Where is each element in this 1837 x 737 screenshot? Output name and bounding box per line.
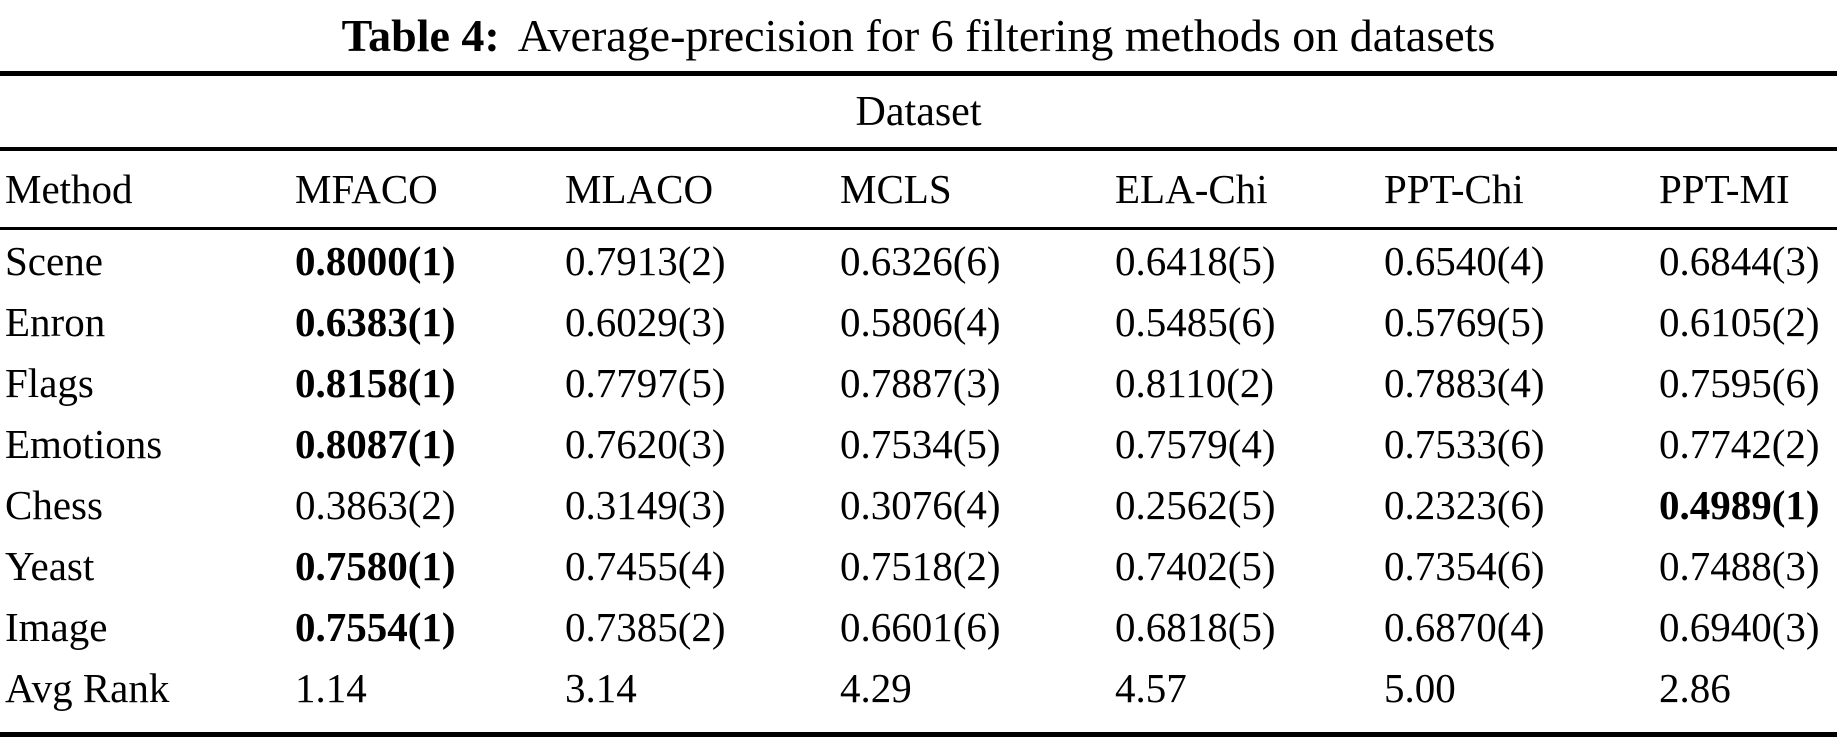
value-cell: 0.7620(3) [565, 420, 726, 467]
value-cell: 0.6383(1) [295, 298, 456, 345]
table-row: Chess 0.3863(2) 0.3149(3) 0.3076(4) 0.2562(5… [0, 474, 1837, 535]
value-cell: 0.8000(1) [295, 237, 456, 284]
value-cell: 0.6818(5) [1115, 603, 1276, 650]
value-cell: 0.7354(6) [1384, 542, 1545, 589]
column-header-mfaco: MFACO [295, 149, 565, 230]
row-label: Emotions [5, 420, 163, 467]
value-cell: 0.7533(6) [1384, 420, 1545, 467]
value-cell: 0.7385(2) [565, 603, 726, 650]
value-cell: 4.57 [1115, 664, 1187, 711]
row-label: Image [5, 603, 108, 650]
value-cell: 0.8110(2) [1115, 359, 1275, 406]
value-cell: 0.3149(3) [565, 481, 726, 528]
value-cell: 0.8087(1) [295, 420, 456, 467]
value-cell: 0.7518(2) [840, 542, 1001, 589]
table-body: Scene 0.8000(1) 0.7913(2) 0.6326(6) 0.6418(5… [0, 229, 1837, 735]
row-label: Avg Rank [5, 664, 170, 711]
value-cell: 0.7402(5) [1115, 542, 1276, 589]
table-row: Avg Rank 1.14 3.14 4.29 4.57 5.00 2.86 [0, 657, 1837, 735]
value-cell: 0.3076(4) [840, 481, 1001, 528]
dataset-group-header: Dataset [0, 73, 1837, 151]
table-row: Flags 0.8158(1) 0.7797(5) 0.7887(3) 0.8110(2… [0, 352, 1837, 413]
value-cell: 0.4989(1) [1659, 481, 1820, 528]
value-cell: 0.6601(6) [840, 603, 1001, 650]
table-row: Image 0.7554(1) 0.7385(2) 0.6601(6) 0.6818(5… [0, 596, 1837, 657]
value-cell: 0.6844(3) [1659, 237, 1820, 284]
value-cell: 0.6870(4) [1384, 603, 1545, 650]
row-label: Chess [5, 481, 103, 528]
row-label: Scene [5, 237, 103, 284]
value-cell: 0.2562(5) [1115, 481, 1276, 528]
value-cell: 1.14 [295, 664, 367, 711]
value-cell: 0.7913(2) [565, 237, 726, 284]
value-cell: 0.7534(5) [840, 420, 1001, 467]
table-row: Scene 0.8000(1) 0.7913(2) 0.6326(6) 0.6418(5… [0, 229, 1837, 292]
column-header-row: Method MFACO MLACO MCLS ELA-Chi PPT-Chi … [0, 149, 1837, 230]
table-caption: Table 4: Average-precision for 6 filteri… [0, 0, 1837, 71]
row-label: Flags [5, 359, 94, 406]
value-cell: 0.6029(3) [565, 298, 726, 345]
value-cell: 2.86 [1659, 664, 1731, 711]
value-cell: 0.6940(3) [1659, 603, 1820, 650]
value-cell: 0.7455(4) [565, 542, 726, 589]
column-header-mlaco: MLACO [565, 149, 840, 230]
table-row: Enron 0.6383(1) 0.6029(3) 0.5806(4) 0.5485(6… [0, 291, 1837, 352]
value-cell: 0.6418(5) [1115, 237, 1276, 284]
value-cell: 0.7488(3) [1659, 542, 1820, 589]
table-row: Yeast 0.7580(1) 0.7455(4) 0.7518(2) 0.7402(5… [0, 535, 1837, 596]
value-cell: 3.14 [565, 664, 637, 711]
value-cell: 0.5806(4) [840, 298, 1001, 345]
column-header-ppt-chi: PPT-Chi [1384, 149, 1659, 230]
value-cell: 0.6540(4) [1384, 237, 1545, 284]
value-cell: 0.5769(5) [1384, 298, 1545, 345]
value-cell: 4.29 [840, 664, 912, 711]
value-cell: 0.8158(1) [295, 359, 456, 406]
value-cell: 0.5485(6) [1115, 298, 1276, 345]
table-caption-text: Average-precision for 6 filtering method… [517, 10, 1496, 61]
value-cell: 0.7797(5) [565, 359, 726, 406]
value-cell: 0.7887(3) [840, 359, 1001, 406]
value-cell: 0.6326(6) [840, 237, 1001, 284]
table-caption-label: Table 4: [341, 10, 500, 61]
value-cell: 0.7554(1) [295, 603, 456, 650]
value-cell: 0.7883(4) [1384, 359, 1545, 406]
column-header-ela-chi: ELA-Chi [1115, 149, 1384, 230]
column-header-mcls: MCLS [840, 149, 1115, 230]
results-table: Dataset Method MFACO MLACO MCLS ELA-Chi … [0, 71, 1837, 737]
value-cell: 5.00 [1384, 664, 1456, 711]
value-cell: 0.7580(1) [295, 542, 456, 589]
row-label: Enron [5, 298, 106, 345]
value-cell: 0.3863(2) [295, 481, 456, 528]
value-cell: 0.7579(4) [1115, 420, 1276, 467]
column-header-method: Method [0, 149, 295, 230]
value-cell: 0.6105(2) [1659, 298, 1820, 345]
row-label: Yeast [5, 542, 95, 589]
table-row: Emotions 0.8087(1) 0.7620(3) 0.7534(5) 0.757… [0, 413, 1837, 474]
column-header-ppt-mi: PPT-MI [1659, 149, 1837, 230]
value-cell: 0.7742(2) [1659, 420, 1820, 467]
value-cell: 0.7595(6) [1659, 359, 1820, 406]
group-header-row: Dataset [0, 73, 1837, 151]
value-cell: 0.2323(6) [1384, 481, 1545, 528]
